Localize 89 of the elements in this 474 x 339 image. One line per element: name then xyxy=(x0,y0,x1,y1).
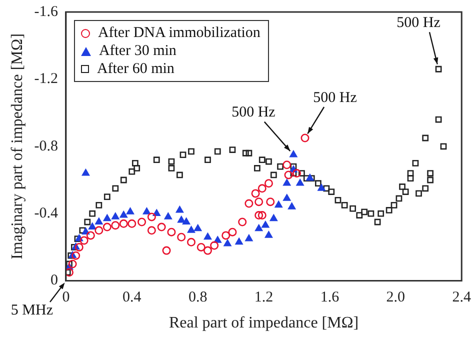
x-tick-label: 0.8 xyxy=(188,290,208,306)
point xyxy=(66,268,74,277)
point xyxy=(147,212,156,222)
point xyxy=(210,241,219,250)
y-tick-label: -0.8 xyxy=(34,138,58,154)
y-tick-label: -1.2 xyxy=(34,71,58,88)
point xyxy=(177,232,186,242)
point xyxy=(255,224,263,232)
point xyxy=(266,198,275,206)
point xyxy=(152,209,160,216)
point xyxy=(290,150,298,158)
point xyxy=(128,219,136,228)
point xyxy=(194,224,202,232)
point xyxy=(157,222,166,232)
point xyxy=(203,246,212,255)
y-axis-title: Imaginary part of impedance [MΩ] xyxy=(8,33,26,260)
point xyxy=(167,228,176,236)
point xyxy=(86,231,95,240)
point xyxy=(244,199,254,208)
point xyxy=(68,260,77,268)
point xyxy=(119,219,128,228)
point xyxy=(292,169,302,178)
point xyxy=(182,218,190,224)
point xyxy=(262,221,270,228)
point xyxy=(283,194,291,201)
point xyxy=(147,226,156,235)
point xyxy=(82,169,90,176)
point xyxy=(164,212,172,220)
point xyxy=(94,226,104,235)
point xyxy=(102,222,112,232)
point xyxy=(178,216,186,223)
point xyxy=(126,208,134,214)
point xyxy=(228,228,237,236)
point xyxy=(222,231,230,240)
point xyxy=(72,251,80,260)
x-tick-label: 2.4 xyxy=(452,290,472,306)
point xyxy=(264,179,273,188)
point xyxy=(251,189,260,198)
point xyxy=(120,211,128,218)
legend-label: After DNA immobilization xyxy=(98,24,260,42)
point xyxy=(274,200,282,208)
y-tick-label: 0 xyxy=(50,272,58,289)
point xyxy=(142,208,150,214)
point xyxy=(95,218,103,224)
point xyxy=(300,134,310,142)
point xyxy=(196,242,206,252)
y-tick-label: -0.4 xyxy=(34,206,58,222)
annotation: 500 Hz xyxy=(313,90,358,106)
y-tick-label: -1.6 xyxy=(34,4,58,20)
point xyxy=(288,202,296,210)
point xyxy=(264,231,272,238)
point xyxy=(204,232,212,240)
point xyxy=(284,170,293,180)
point xyxy=(187,226,196,233)
point xyxy=(258,211,266,220)
annotation: 500 Hz xyxy=(396,15,441,32)
point xyxy=(318,184,326,191)
point xyxy=(112,212,120,220)
x-tick-label: 2.0 xyxy=(386,290,406,306)
point xyxy=(224,240,232,246)
point xyxy=(235,238,243,245)
legend-label: After 30 min xyxy=(98,42,176,60)
point xyxy=(80,236,88,245)
annotation: 500 Hz xyxy=(232,104,276,121)
point xyxy=(186,238,196,246)
point xyxy=(282,160,292,170)
legend-label: After 60 min xyxy=(96,60,174,78)
x-tick-label: 0.4 xyxy=(122,290,142,306)
x-tick-label: 1.2 xyxy=(254,290,274,306)
point xyxy=(111,221,120,230)
point xyxy=(296,179,304,186)
point xyxy=(74,242,84,252)
point xyxy=(214,236,222,243)
point xyxy=(245,234,253,242)
point xyxy=(283,179,291,186)
point xyxy=(162,246,171,255)
text: 5 MHz xyxy=(10,302,54,319)
point xyxy=(138,218,146,226)
x-axis-title: Real part of impedance [MΩ] xyxy=(168,314,359,332)
x-tick-label: 1.6 xyxy=(320,290,340,306)
point xyxy=(176,206,184,213)
point xyxy=(270,214,278,222)
point xyxy=(258,184,266,193)
point xyxy=(103,214,111,222)
point xyxy=(254,198,264,206)
x-tick-label: 0 xyxy=(62,290,70,306)
point xyxy=(254,211,264,220)
point xyxy=(88,222,96,230)
point xyxy=(238,218,247,226)
